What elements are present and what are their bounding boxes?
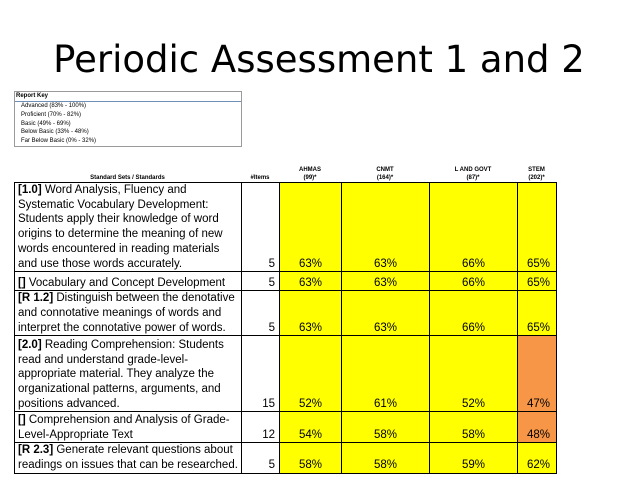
table-row: [] Vocabulary and Concept Development 5 … [14,271,557,292]
header-group-stem: STEM (202)* [517,160,556,182]
score-cell-ahmas: 58% [279,442,342,474]
score-cell-cnmt: 63% [341,181,430,273]
score-cell-l-and-govt: 52% [429,335,518,413]
items-cell: 15 [241,335,280,413]
table-row: [R 1.2] Distinguish between the denotati… [14,290,557,337]
score-cell-cnmt: 58% [341,442,430,474]
score-cell-l-and-govt: 58% [429,411,518,444]
group-name: CNMT [376,167,394,173]
standard-text: Word Analysis, Fluency and Systematic Vo… [18,184,223,270]
standard-cell: [] Comprehension and Analysis of Grade-L… [14,411,242,444]
standard-cell: [R 1.2] Distinguish between the denotati… [14,290,242,337]
report-key: Report Key Advanced (83% - 100%) Profici… [14,91,242,147]
score-cell-cnmt: 61% [341,335,430,413]
standards-table: [1.0] Word Analysis, Fluency and Systema… [14,181,557,474]
header-group-l-and-govt: L AND GOVT (87)* [429,160,517,182]
score-cell-stem: 48% [517,411,557,444]
key-item-advanced: Advanced (83% - 100%) [21,103,87,109]
group-name: L AND GOVT [454,167,492,173]
column-header-row: Standard Sets / Standards #Items AHMAS (9… [14,160,556,182]
standard-code: [] [18,276,26,289]
standard-code: [R 1.2] [18,292,54,305]
header-items-label: #Items [250,175,270,181]
standard-code: [] [18,413,26,426]
score-cell-l-and-govt: 66% [429,271,518,292]
standard-text: Reading Comprehension: Students read and… [18,338,224,410]
standard-cell: [] Vocabulary and Concept Development [14,271,242,292]
group-count: (164)* [376,175,394,181]
standard-text: Vocabulary and Concept Development [25,276,226,289]
items-cell: 5 [241,442,280,474]
standard-cell: [R 2.3] Generate relevant questions abou… [14,442,242,474]
header-items: #Items [241,160,279,182]
score-cell-cnmt: 63% [341,290,430,337]
table-row: [] Comprehension and Analysis of Grade-L… [14,411,557,444]
standard-code: [R 2.3] [18,444,54,457]
score-cell-ahmas: 63% [279,271,342,292]
table-row: [2.0] Reading Comprehension: Students re… [14,335,557,413]
score-cell-stem: 65% [517,271,557,292]
key-item-far-below-basic: Far Below Basic (0% - 32%) [21,138,97,145]
standard-cell: [1.0] Word Analysis, Fluency and Systema… [14,181,242,273]
key-item-basic: Basic (49% - 69%) [21,120,71,127]
standard-text: Generate relevant questions about readin… [18,444,238,472]
score-cell-ahmas: 54% [279,411,342,444]
table-row: [R 2.3] Generate relevant questions abou… [14,442,557,474]
key-item-below-basic: Below Basic (33% - 48%) [21,129,89,136]
items-cell: 5 [241,290,280,337]
score-cell-l-and-govt: 66% [429,290,518,337]
score-cell-ahmas: 63% [279,290,342,337]
group-count: (99)* [303,175,317,181]
report-key-heading: Report Key [15,92,241,102]
group-count: (87)* [466,175,480,181]
items-cell: 12 [241,411,280,444]
header-group-ahmas: AHMAS (99)* [279,160,341,182]
score-cell-stem: 47% [517,335,557,413]
score-cell-stem: 65% [517,181,557,273]
score-cell-ahmas: 63% [279,181,342,273]
group-name: STEM [528,167,545,173]
header-group-cnmt: CNMT (164)* [341,160,429,182]
header-standards: Standard Sets / Standards [14,160,241,182]
score-cell-ahmas: 52% [279,335,342,413]
group-count: (202)* [528,175,545,181]
standard-text: Comprehension and Analysis of Grade-Leve… [18,413,230,441]
group-name: AHMAS [299,167,321,173]
score-cell-l-and-govt: 59% [429,442,518,474]
header-standards-label: Standard Sets / Standards [90,175,165,181]
score-cell-l-and-govt: 66% [429,181,518,273]
items-cell: 5 [241,181,280,273]
key-item-proficient: Proficient (70% - 82%) [21,111,82,118]
standard-cell: [2.0] Reading Comprehension: Students re… [14,335,242,413]
standard-text: Distinguish between the denotative and c… [18,292,235,334]
score-cell-cnmt: 63% [341,271,430,292]
standard-code: [1.0] [18,184,42,196]
table-row: [1.0] Word Analysis, Fluency and Systema… [14,181,557,273]
standard-code: [2.0] [18,338,42,351]
score-cell-cnmt: 58% [341,411,430,444]
score-cell-stem: 65% [517,290,557,337]
page-title: Periodic Assessment 1 and 2 [53,38,585,81]
score-cell-stem: 62% [517,442,557,474]
items-cell: 5 [241,271,280,292]
